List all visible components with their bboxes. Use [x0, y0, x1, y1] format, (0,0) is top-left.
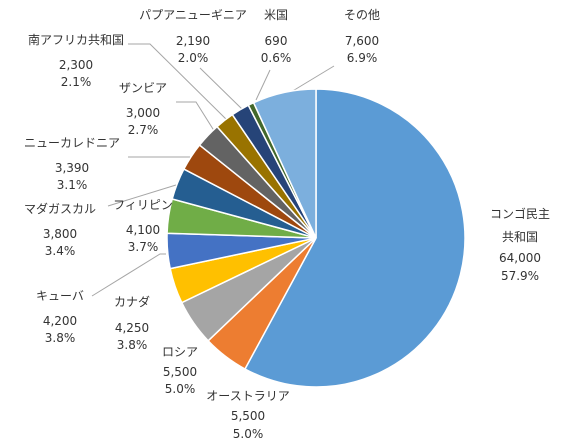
slice-percent-label: 2.1% — [61, 75, 92, 89]
slice-percent-label: 3.8% — [117, 338, 148, 352]
slice-label: オーストラリア — [206, 389, 289, 403]
slice-label: パプアニューギニア — [139, 8, 247, 22]
slice-percent-label: 2.0% — [178, 51, 209, 65]
slice-label: コンゴ民主 — [490, 206, 550, 221]
slice-label: マダガスカル — [24, 201, 96, 216]
slice-label: ザンビア — [119, 81, 167, 95]
slice-value-label: 4,200 — [43, 314, 77, 328]
slice-value-label: 7,600 — [345, 34, 379, 48]
slice-percent-label: 0.6% — [261, 51, 292, 65]
slice-label: 米国 — [264, 8, 288, 22]
slice-percent-label: 3.1% — [57, 178, 88, 192]
slice-percent-label: 5.0% — [165, 382, 196, 396]
slice-value-label: 5,500 — [231, 409, 265, 423]
pie-slices — [166, 88, 466, 388]
slice-value-label: 4,100 — [126, 223, 160, 237]
slice-percent-label: 3.7% — [128, 240, 159, 254]
leader-line — [199, 67, 245, 112]
slice-label: 南アフリカ共和国 — [28, 32, 124, 47]
leader-line — [91, 253, 166, 297]
slice-value-label: 2,190 — [176, 34, 210, 48]
slice-percent-label: 5.0% — [233, 427, 264, 441]
slice-value-label: 4,250 — [115, 321, 149, 335]
slice-percent-label: 6.9% — [347, 51, 378, 65]
slice-label: カナダ — [114, 294, 150, 309]
leader-lines — [91, 43, 335, 297]
slice-percent-label: 3.4% — [45, 244, 76, 258]
slice-value-label: 3,390 — [55, 161, 89, 175]
pie-slice — [252, 88, 317, 239]
slice-value-label: 3,000 — [126, 106, 160, 120]
leader-line — [107, 184, 177, 207]
leader-line — [128, 43, 231, 124]
slice-label: フィリピン — [113, 198, 173, 212]
slice-percent-label: 57.9% — [501, 269, 539, 283]
slice-percent-label: 2.7% — [128, 123, 159, 137]
slice-value-label: 3,800 — [43, 227, 77, 241]
slice-value-label: 690 — [265, 34, 288, 48]
slice-label: 共和国 — [502, 230, 538, 244]
leader-line — [255, 69, 271, 101]
slice-label: ニューカレドニア — [24, 136, 120, 150]
slice-label: その他 — [344, 8, 380, 22]
slice-value-label: 5,500 — [163, 365, 197, 379]
slice-percent-label: 3.8% — [45, 331, 76, 345]
leader-line — [176, 101, 219, 138]
slice-value-label: 64,000 — [499, 251, 541, 265]
slice-value-label: 2,300 — [59, 58, 93, 72]
slice-label: ロシア — [162, 345, 198, 359]
pie-slice — [243, 88, 466, 388]
slice-label: キューバ — [36, 289, 84, 303]
